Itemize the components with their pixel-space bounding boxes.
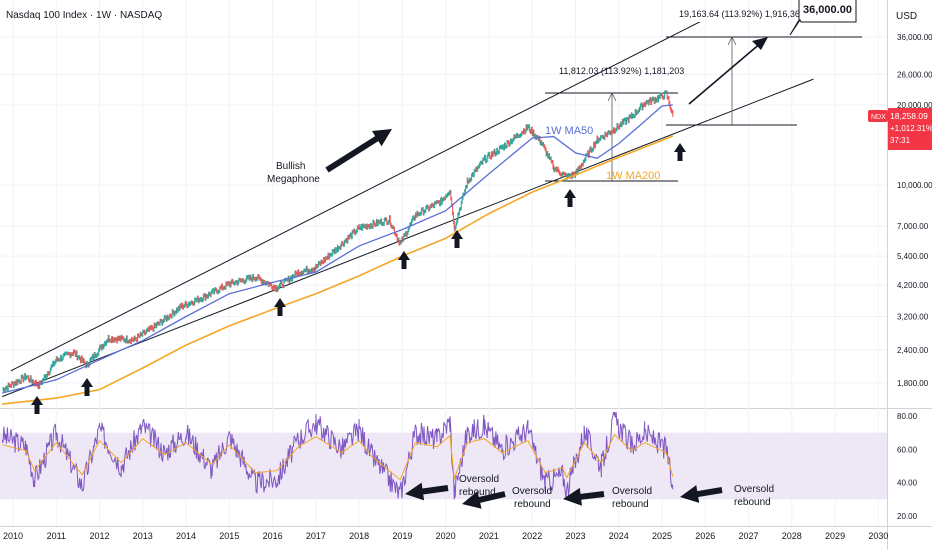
- price-tick-label: 4,200.00: [897, 281, 929, 290]
- rsi-tick-label: 80.00: [897, 412, 918, 421]
- svg-text:Oversold: Oversold: [612, 486, 652, 497]
- up-arrow-2020: [451, 230, 463, 248]
- time-tick-label: 2026: [695, 531, 715, 541]
- time-tick-label: 2018: [349, 531, 369, 541]
- time-tick-label: 2010: [3, 531, 23, 541]
- time-tick-label: 2025: [652, 531, 672, 541]
- svg-text:rebound: rebound: [612, 499, 649, 510]
- last-price-badge: NDX 18,258.09 +1,012.31% 37:31: [868, 108, 932, 150]
- oversold-label-3: Oversold rebound: [612, 486, 652, 510]
- time-tick-label: 2028: [782, 531, 802, 541]
- structure-lines: [1, 22, 862, 398]
- price-tick-label: 3,200.00: [897, 313, 929, 322]
- badge-price: 18,258.09: [890, 111, 928, 121]
- rsi-ticks: 80.00 60.00 40.00 20.00: [897, 412, 918, 521]
- time-tick-label: 2014: [176, 531, 196, 541]
- price-tick-label: 26,000.00: [897, 71, 932, 80]
- time-tick-label: 2016: [263, 531, 283, 541]
- oversold-label-4: Oversold rebound: [734, 484, 774, 508]
- time-tick-label: 2011: [47, 531, 66, 541]
- time-tick-label: 2012: [90, 531, 110, 541]
- measure-prev-arrowhead: [607, 92, 617, 102]
- badge-change: +1,012.31%: [890, 124, 932, 133]
- chart-title: Nasdaq 100 Index · 1W · NASDAQ: [6, 10, 162, 21]
- price-tick-label: 36,000.00: [897, 33, 932, 42]
- oversold-label-2: Oversold rebound: [512, 486, 552, 510]
- price-tick-label: 1,800.00: [897, 379, 929, 388]
- svg-text:rebound: rebound: [514, 499, 551, 510]
- channel-upper: [10, 22, 701, 372]
- price-tick-label: 7,000.00: [897, 222, 929, 231]
- up-arrow-2018: [398, 251, 410, 269]
- rsi-tick-label: 40.00: [897, 479, 918, 488]
- measure-previous-label: 11,812.03 (113.92%) 1,181,203: [559, 66, 684, 76]
- bullish-label-1: Bullish: [276, 161, 305, 172]
- target-arrowhead: [752, 37, 768, 50]
- rsi-ma-line: [2, 433, 674, 481]
- target-label: 36,000.00: [803, 4, 852, 16]
- up-arrow-2022: [564, 189, 576, 207]
- target-arrow-line: [688, 41, 763, 105]
- rsi-tick-label: 20.00: [897, 512, 918, 521]
- time-tick-label: 2013: [133, 531, 153, 541]
- channel-lower: [1, 78, 814, 398]
- price-tick-label: 5,400.00: [897, 252, 929, 261]
- time-tick-label: 2027: [739, 531, 759, 541]
- rsi-tick-label: 60.00: [897, 445, 918, 454]
- time-ticks: 2010 2011 2012 2013 2014 2015 2016 2017 2018 2019…: [3, 531, 888, 541]
- up-arrow-2016: [274, 298, 286, 316]
- arrows: [31, 37, 768, 509]
- rsi-line: [1, 412, 674, 500]
- up-arrow-2010: [31, 396, 43, 414]
- ma50-label: 1W MA50: [545, 125, 593, 137]
- time-tick-label: 2020: [436, 531, 456, 541]
- ma200-line: [2, 135, 674, 405]
- time-tick-label: 2023: [565, 531, 585, 541]
- svg-text:rebound: rebound: [734, 497, 771, 508]
- up-arrow-2011: [81, 378, 93, 396]
- ma50-line: [2, 104, 673, 394]
- svg-text:Oversold: Oversold: [459, 474, 499, 485]
- currency-label[interactable]: USD: [896, 11, 917, 22]
- time-tick-label: 2030: [868, 531, 888, 541]
- oversold-arrow-1: [405, 482, 449, 501]
- target-box[interactable]: 36,000.00: [789, 0, 857, 36]
- time-tick-label: 2019: [392, 531, 412, 541]
- measure-projection-label: 19,163.64 (113.92%) 1,916,364: [679, 9, 805, 19]
- up-arrow-2025: [674, 143, 686, 161]
- time-tick-label: 2022: [522, 531, 542, 541]
- bullish-arrow: [325, 129, 392, 173]
- time-tick-label: 2024: [609, 531, 629, 541]
- oversold-arrow-3: [563, 487, 605, 506]
- ma200-label: 1W MA200: [606, 170, 660, 182]
- svg-text:Oversold: Oversold: [734, 484, 774, 495]
- time-tick-label: 2021: [479, 531, 499, 541]
- oversold-arrow-4: [680, 485, 723, 503]
- main-pane: [0, 0, 887, 408]
- oversold-arrow-2: [462, 491, 506, 509]
- time-tick-label: 2029: [825, 531, 845, 541]
- price-tick-label: 2,400.00: [897, 346, 929, 355]
- price-ticks: 36,000.00 26,000.00 20,000.00 10,000.00 7,00…: [897, 33, 932, 388]
- svg-text:Oversold: Oversold: [512, 486, 552, 497]
- series-layer: [2, 90, 674, 405]
- price-tick-label: 20,000.00: [897, 101, 932, 110]
- badge-countdown: 37:31: [890, 136, 911, 145]
- bullish-label-2: Megaphone: [267, 174, 320, 185]
- time-tick-label: 2015: [219, 531, 239, 541]
- badge-symbol: NDX: [871, 114, 886, 121]
- price-tick-label: 10,000.00: [897, 181, 932, 190]
- measure-proj-arrowhead: [727, 36, 737, 46]
- rsi-lines: [1, 412, 674, 500]
- time-tick-label: 2017: [306, 531, 326, 541]
